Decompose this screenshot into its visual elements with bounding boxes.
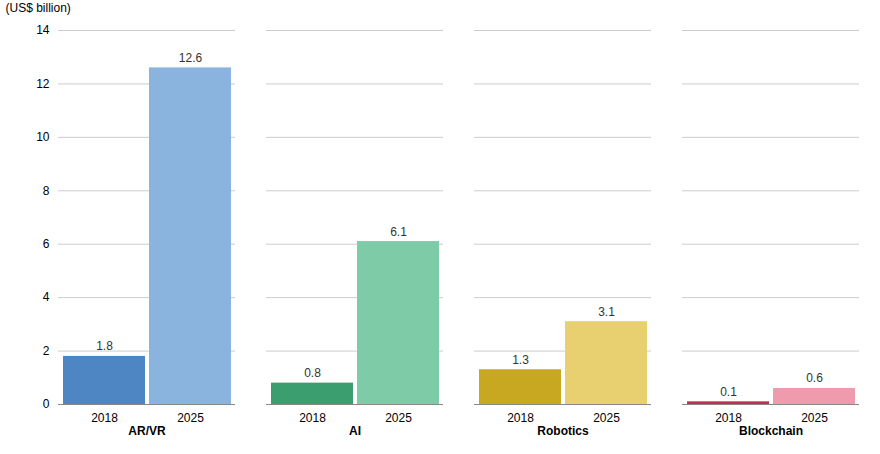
svg-text:2025: 2025 — [593, 411, 620, 425]
svg-text:AR/VR: AR/VR — [128, 424, 166, 438]
svg-text:Blockchain: Blockchain — [739, 424, 803, 438]
svg-text:3.1: 3.1 — [598, 305, 615, 319]
svg-text:12.6: 12.6 — [179, 51, 203, 65]
svg-text:8: 8 — [43, 184, 50, 198]
svg-text:14: 14 — [36, 23, 50, 37]
svg-text:2018: 2018 — [91, 411, 118, 425]
svg-text:2025: 2025 — [177, 411, 204, 425]
svg-text:4: 4 — [43, 290, 50, 304]
svg-text:0.8: 0.8 — [304, 366, 321, 380]
svg-text:0.6: 0.6 — [806, 371, 823, 385]
svg-text:2025: 2025 — [385, 411, 412, 425]
svg-text:6.1: 6.1 — [390, 225, 407, 239]
svg-text:1.8: 1.8 — [96, 339, 113, 353]
svg-text:0: 0 — [43, 397, 50, 411]
svg-text:6: 6 — [43, 237, 50, 251]
svg-text:2018: 2018 — [507, 411, 534, 425]
svg-text:(US$ billion): (US$ billion) — [6, 1, 71, 15]
svg-text:10: 10 — [36, 130, 50, 144]
svg-text:2018: 2018 — [299, 411, 326, 425]
svg-text:0.1: 0.1 — [720, 385, 737, 399]
svg-text:Robotics: Robotics — [537, 424, 589, 438]
svg-text:AI: AI — [349, 424, 361, 438]
svg-text:2025: 2025 — [801, 411, 828, 425]
svg-text:12: 12 — [36, 77, 50, 91]
svg-text:2018: 2018 — [715, 411, 742, 425]
svg-text:1.3: 1.3 — [512, 353, 529, 367]
svg-text:2: 2 — [43, 344, 50, 358]
